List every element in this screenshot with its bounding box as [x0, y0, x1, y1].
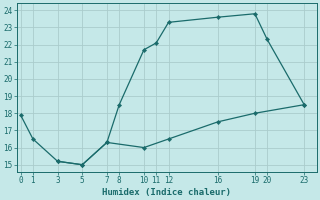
X-axis label: Humidex (Indice chaleur): Humidex (Indice chaleur) [102, 188, 231, 197]
